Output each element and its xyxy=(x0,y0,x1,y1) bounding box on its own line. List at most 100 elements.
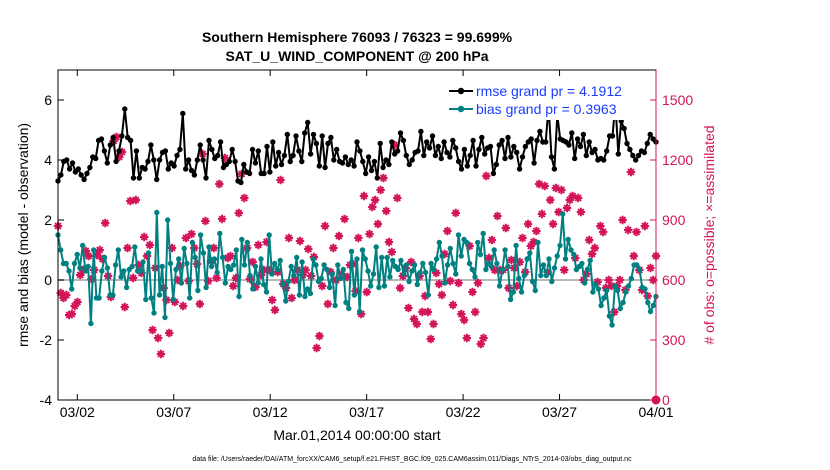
obs-count-point xyxy=(56,288,65,298)
bias-point xyxy=(543,272,549,279)
rmse-point xyxy=(403,152,409,159)
obs-count-point xyxy=(304,244,313,254)
bias-point xyxy=(335,262,341,268)
obs-count-point xyxy=(114,152,124,162)
rmse-point xyxy=(464,163,470,169)
bias-point xyxy=(88,320,94,327)
obs-count-point xyxy=(259,265,269,275)
obs-count-point xyxy=(540,181,549,191)
obs-count-point xyxy=(156,349,166,359)
obs-count-point xyxy=(343,272,352,282)
obs-count-point xyxy=(329,243,338,253)
x-axis-label: Mar.01,2014 00:00:00 start xyxy=(273,427,440,443)
bias-point xyxy=(636,266,643,273)
obs-count-point xyxy=(568,191,577,201)
bias-point xyxy=(400,271,407,277)
bias-point xyxy=(214,269,220,276)
obs-count-point xyxy=(618,215,627,225)
obs-count-point xyxy=(73,297,82,307)
obs-count-point xyxy=(462,333,472,343)
rmse-point xyxy=(215,152,221,159)
rmse-point xyxy=(586,139,592,145)
bias-point xyxy=(203,284,209,291)
bias-point xyxy=(129,263,135,270)
obs-count-point xyxy=(281,283,291,293)
rmse-point xyxy=(357,148,363,154)
rmse-point xyxy=(130,175,137,181)
bias-point xyxy=(376,284,382,291)
obs-count-point xyxy=(607,281,616,291)
rmse-point xyxy=(101,148,108,154)
obs-count-point xyxy=(145,240,154,250)
obs-count-point xyxy=(587,249,597,259)
rmse-point xyxy=(569,130,575,136)
bias-point xyxy=(628,275,634,282)
rmse-point xyxy=(601,157,607,163)
rmse-point xyxy=(537,128,543,135)
rmse-point xyxy=(310,131,317,138)
y-tick-label-left: -4 xyxy=(40,392,53,408)
rmse-point xyxy=(133,148,140,154)
rmse-point xyxy=(162,148,169,154)
bias-point xyxy=(510,289,517,295)
obs-count-point xyxy=(123,243,132,253)
rmse-point xyxy=(476,146,482,153)
rmse-point xyxy=(217,139,224,145)
obs-count-point xyxy=(429,319,438,329)
rmse-point xyxy=(508,154,514,160)
obs-count-point xyxy=(465,241,474,251)
rmse-point xyxy=(122,106,128,112)
bias-point xyxy=(384,254,390,261)
obs-count-point xyxy=(585,235,594,245)
bias-point xyxy=(288,263,294,270)
obs-count-point xyxy=(407,257,416,267)
bias-point xyxy=(370,271,377,277)
bias-point xyxy=(472,274,478,280)
bias-point xyxy=(538,272,544,279)
bias-point xyxy=(148,295,154,301)
bias-point xyxy=(195,287,201,294)
bias-point xyxy=(601,295,607,301)
rmse-point xyxy=(87,164,93,171)
bias-point xyxy=(258,256,264,262)
rmse-point xyxy=(644,140,650,147)
bias-point xyxy=(565,236,571,243)
rmse-point xyxy=(522,143,529,150)
bias-point xyxy=(80,242,86,249)
rmse-point xyxy=(174,152,180,159)
bias-point xyxy=(252,263,259,270)
bias-point xyxy=(532,287,538,294)
obs-count-point xyxy=(267,295,277,305)
obs-count-point xyxy=(643,291,652,301)
obs-count-point xyxy=(334,231,344,241)
rmse-point xyxy=(299,158,305,165)
bias-point xyxy=(91,247,97,253)
obs-count-point xyxy=(359,191,369,201)
bias-point xyxy=(357,308,363,315)
y-tick-label-right: 0 xyxy=(662,392,670,408)
bias-point xyxy=(173,266,179,273)
rmse-point xyxy=(249,146,256,153)
rmse-point xyxy=(647,131,653,138)
obs-count-point xyxy=(623,225,633,235)
rmse-point xyxy=(551,166,558,172)
bias-point xyxy=(634,262,640,268)
obs-count-point xyxy=(173,275,182,285)
bias-point xyxy=(189,239,196,246)
rmse-point xyxy=(453,145,459,151)
rmse-point xyxy=(444,149,450,156)
rmse-point xyxy=(577,143,584,150)
bias-point xyxy=(612,283,618,289)
obs-count-point xyxy=(340,214,349,224)
obs-count-point xyxy=(548,219,558,229)
obs-count-point xyxy=(209,243,218,253)
obs-count-point xyxy=(490,265,499,275)
obs-count-point xyxy=(382,206,391,216)
rmse-point xyxy=(78,172,84,178)
obs-count-point xyxy=(373,219,383,229)
rmse-point xyxy=(328,134,334,141)
bias-point xyxy=(261,281,267,288)
obs-count-point xyxy=(301,265,310,275)
bias-point xyxy=(219,254,226,261)
bias-point xyxy=(211,256,218,262)
